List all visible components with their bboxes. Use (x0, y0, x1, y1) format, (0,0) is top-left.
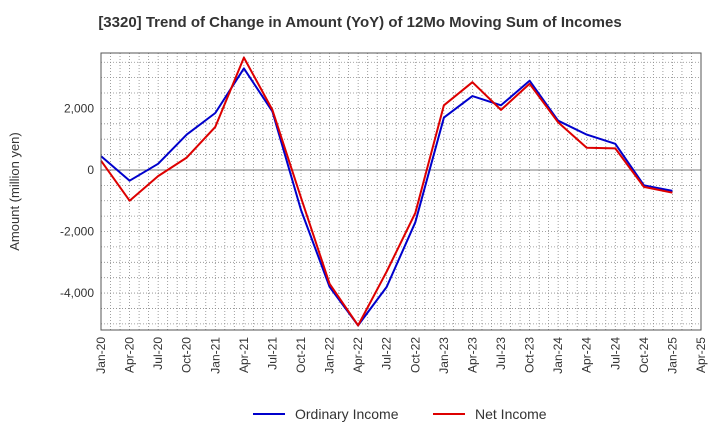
x-tick-label: Oct-20 (180, 337, 194, 373)
x-tick-label: Apr-22 (351, 337, 365, 373)
x-tick-label: Apr-21 (237, 337, 251, 373)
x-tick-label: Oct-22 (408, 337, 422, 373)
x-tick-label: Jul-20 (151, 337, 165, 370)
series-line-net-income (100, 56, 673, 327)
x-tick-label: Jul-21 (265, 337, 279, 370)
x-tick-label: Oct-24 (637, 337, 651, 373)
series-layer (100, 56, 673, 327)
x-tick-label: Apr-23 (465, 337, 479, 373)
plot-frame (100, 52, 702, 331)
x-tick-label: Jan-22 (323, 337, 337, 374)
x-tick-label: Apr-24 (580, 337, 594, 373)
x-tick-label: Apr-20 (123, 337, 137, 373)
axis-layer: 2,000 0 -2,000 -4,000 Jan-20 Apr-20 Jul-20 Oct-… (7, 52, 708, 374)
y-tick-label: 2,000 (64, 101, 94, 115)
x-tick-label: Jan-20 (94, 337, 108, 374)
y-axis-label: Amount (million yen) (7, 132, 22, 251)
legend-label: Net Income (475, 406, 547, 422)
x-tick-label: Oct-21 (294, 337, 308, 373)
y-tick-label: 0 (87, 163, 94, 177)
series-line-ordinary-income (100, 67, 673, 327)
y-tick-label: -4,000 (60, 286, 94, 300)
x-tick-label: Jul-22 (380, 337, 394, 370)
x-tick-label: Oct-23 (523, 337, 537, 373)
x-tick-label: Jul-23 (494, 337, 508, 370)
x-tick-label: Jan-24 (551, 337, 565, 374)
legend-label: Ordinary Income (295, 406, 399, 422)
x-tick-label: Jan-23 (437, 337, 451, 374)
x-tick-label: Jan-21 (208, 337, 222, 374)
legend: Ordinary Income Net Income (253, 406, 547, 422)
y-tick-label: -2,000 (60, 225, 94, 239)
x-tick-label: Jan-25 (665, 337, 679, 374)
plot-area (101, 53, 701, 330)
x-tick-label: Apr-25 (694, 337, 708, 373)
chart-title: [3320] Trend of Change in Amount (YoY) o… (98, 14, 622, 31)
x-tick-label: Jul-24 (608, 337, 622, 370)
grid-layer (100, 53, 702, 330)
